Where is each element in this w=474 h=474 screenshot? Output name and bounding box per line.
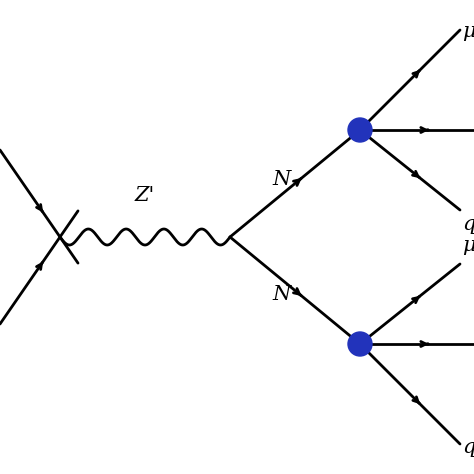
Text: q': q' — [462, 438, 474, 457]
Text: Z': Z' — [135, 186, 155, 205]
Text: μ: μ — [462, 236, 474, 255]
Text: μ: μ — [462, 22, 474, 41]
Circle shape — [348, 332, 372, 356]
Text: N: N — [273, 170, 291, 189]
Text: N: N — [273, 285, 291, 304]
Circle shape — [348, 118, 372, 142]
Text: q': q' — [462, 215, 474, 234]
